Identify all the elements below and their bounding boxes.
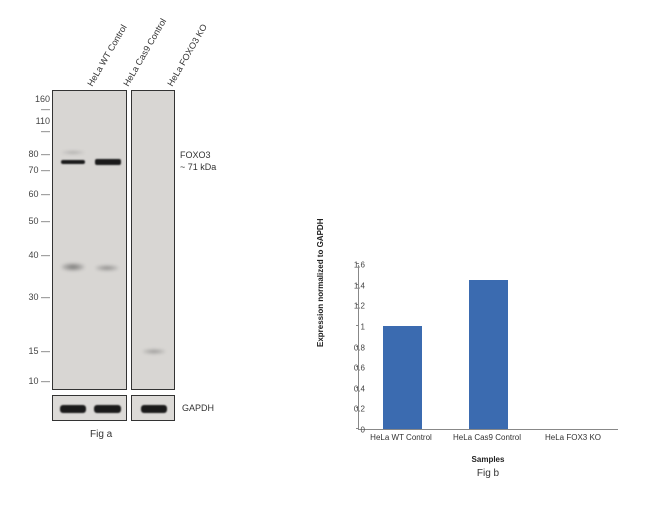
main-blot: FOXO3 ~ 71 kDa — [52, 90, 310, 390]
bar-cas9 — [469, 280, 508, 430]
target-size: ~ 71 kDa — [180, 162, 216, 172]
fig-b-caption: Fig b — [358, 468, 618, 479]
gapdh-band — [141, 405, 167, 413]
faint-band — [61, 151, 85, 154]
y-tick-label: 0.4 — [354, 384, 365, 393]
x-axis-label: Samples — [358, 455, 618, 464]
y-tick-label: 1.4 — [354, 281, 365, 290]
y-axis-label: Expression normalized to GAPDH — [316, 219, 325, 347]
nonspecific-band — [61, 263, 85, 271]
x-tick-label: HeLa WT Control — [358, 433, 444, 442]
mw-label: 15 — [28, 346, 38, 356]
gapdh-band — [60, 405, 86, 413]
mw-label: 110 — [36, 116, 50, 126]
blot-panel-controls — [52, 90, 127, 390]
foxo3-band-lane2 — [95, 159, 121, 165]
x-tick-label: HeLa FOX3 KO — [530, 433, 616, 442]
bar-wt — [383, 326, 422, 429]
lane-label: HeLa WT Control — [85, 23, 128, 88]
mw-label: 30 — [28, 292, 38, 302]
y-tick-label: 1 — [361, 322, 365, 331]
mw-label: 160 — [35, 94, 50, 104]
figure-a: HeLa WT Control HeLa Cas9 Control HeLa F… — [30, 20, 310, 440]
gapdh-blot: GAPDH — [52, 395, 310, 421]
faint-band-ko — [142, 349, 166, 354]
mw-label: 10 — [28, 376, 38, 386]
y-tick-label: 0.2 — [354, 405, 365, 414]
y-tick-label: 0.8 — [354, 343, 365, 352]
blot-panel-ko — [131, 90, 175, 390]
nonspecific-band — [95, 265, 119, 271]
y-tick-label: 0.6 — [354, 364, 365, 373]
y-tick-label: 1.6 — [354, 261, 365, 270]
foxo3-band-lane1 — [61, 160, 85, 164]
gapdh-label: GAPDH — [182, 403, 214, 415]
mw-label: 50 — [28, 216, 38, 226]
mw-label: 60 — [28, 189, 38, 199]
blot-container: 160 — 110 — 80 — 70 — 60 — 50 — 40 — 30 … — [30, 90, 310, 421]
x-tick-label: HeLa Cas9 Control — [444, 433, 530, 442]
gapdh-panel-controls — [52, 395, 127, 421]
y-tick-label: 1.2 — [354, 302, 365, 311]
lane-labels: HeLa WT Control HeLa Cas9 Control HeLa F… — [30, 20, 310, 90]
chart-area — [358, 265, 618, 430]
mw-label: 80 — [28, 149, 38, 159]
target-label: FOXO3 ~ 71 kDa — [180, 150, 216, 173]
gapdh-band — [94, 405, 121, 413]
gapdh-panel-ko — [131, 395, 175, 421]
figure-b: Expression normalized to GAPDH 0 0.2 0.4… — [320, 255, 630, 480]
mw-label: 40 — [28, 250, 38, 260]
y-tick — [356, 428, 359, 429]
fig-a-caption: Fig a — [90, 429, 310, 440]
y-tick — [356, 325, 359, 326]
mw-label: 70 — [28, 165, 38, 175]
target-name: FOXO3 — [180, 150, 211, 160]
lane-label: HeLa FOXO3 KO — [165, 22, 209, 88]
